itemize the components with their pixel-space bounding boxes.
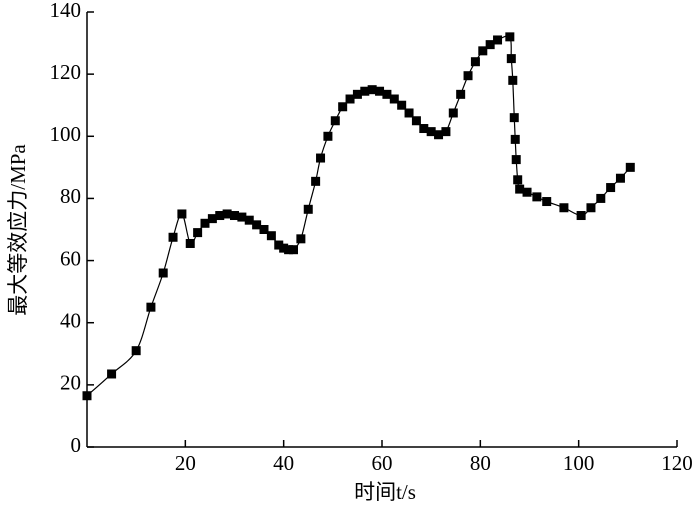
x-tick-label: 80 <box>470 451 491 475</box>
data-point <box>559 203 569 213</box>
data-point <box>511 155 521 165</box>
x-tick-label: 60 <box>372 451 393 475</box>
data-point <box>606 183 616 193</box>
data-point <box>207 214 217 224</box>
data-point <box>441 127 451 137</box>
data-point <box>316 153 326 163</box>
y-tick-label: 0 <box>71 433 82 457</box>
x-tick-label: 20 <box>175 451 196 475</box>
data-point <box>426 127 436 137</box>
data-point <box>193 228 203 238</box>
data-point <box>542 197 552 207</box>
x-tick-label: 100 <box>563 451 595 475</box>
data-point <box>330 116 340 126</box>
x-tick-label: 40 <box>273 451 294 475</box>
data-point <box>576 211 586 221</box>
data-point <box>345 94 355 104</box>
data-point <box>389 94 399 104</box>
data-point <box>284 245 294 255</box>
data-point <box>352 89 362 99</box>
data-point <box>625 162 635 172</box>
data-point <box>131 346 141 356</box>
data-point <box>367 85 377 95</box>
data-point <box>107 369 117 379</box>
series-line <box>86 35 631 397</box>
y-tick-label: 80 <box>60 184 81 208</box>
data-point <box>237 212 247 222</box>
y-tick-label: 100 <box>50 122 82 146</box>
data-point <box>615 173 625 183</box>
x-tick-label: 120 <box>661 451 693 475</box>
y-tick-label: 120 <box>50 60 82 84</box>
y-tick-label: 40 <box>60 309 81 333</box>
data-point <box>158 268 168 278</box>
data-point <box>215 211 225 221</box>
data-point <box>509 113 519 123</box>
y-axis-label: 最大等效应力/MPa <box>6 144 30 316</box>
data-point <box>266 231 276 241</box>
data-point <box>513 175 523 185</box>
data-point <box>456 89 466 99</box>
y-tick-label: 140 <box>50 0 82 22</box>
data-point <box>146 302 156 312</box>
data-point <box>360 86 370 96</box>
data-point <box>244 215 254 225</box>
data-point <box>222 209 232 219</box>
data-point <box>185 238 195 248</box>
data-point <box>470 57 480 67</box>
data-point <box>323 131 333 141</box>
data-point <box>375 86 385 96</box>
x-axis-label: 时间t/s <box>354 480 416 504</box>
data-point <box>505 32 515 42</box>
data-point <box>478 46 488 56</box>
data-point <box>200 218 210 228</box>
data-point <box>510 134 520 144</box>
data-point <box>289 245 298 255</box>
y-tick-label: 20 <box>60 371 81 395</box>
data-point <box>448 108 458 118</box>
data-point <box>177 209 187 219</box>
data-point <box>515 184 525 194</box>
data-point <box>82 391 92 401</box>
data-point <box>168 232 178 242</box>
data-point <box>259 225 269 234</box>
data-point <box>586 203 596 213</box>
data-point <box>397 100 407 110</box>
data-point <box>508 75 518 85</box>
data-point <box>338 102 348 112</box>
data-point <box>596 193 606 203</box>
data-point <box>382 89 392 99</box>
data-point <box>252 220 262 230</box>
data-point <box>279 243 289 253</box>
data-point <box>434 130 444 140</box>
data-point <box>311 176 321 186</box>
data-point <box>296 234 306 244</box>
data-point <box>404 108 414 118</box>
data-point <box>274 240 284 250</box>
y-tick-label: 60 <box>60 246 81 270</box>
data-point <box>419 124 429 134</box>
data-point <box>230 211 239 221</box>
data-point <box>463 71 473 81</box>
data-point <box>532 192 542 202</box>
data-point <box>485 40 495 50</box>
data-point <box>493 35 503 45</box>
data-point <box>411 116 421 126</box>
data-point <box>303 204 313 214</box>
data-point <box>506 54 516 64</box>
data-point <box>522 187 532 197</box>
